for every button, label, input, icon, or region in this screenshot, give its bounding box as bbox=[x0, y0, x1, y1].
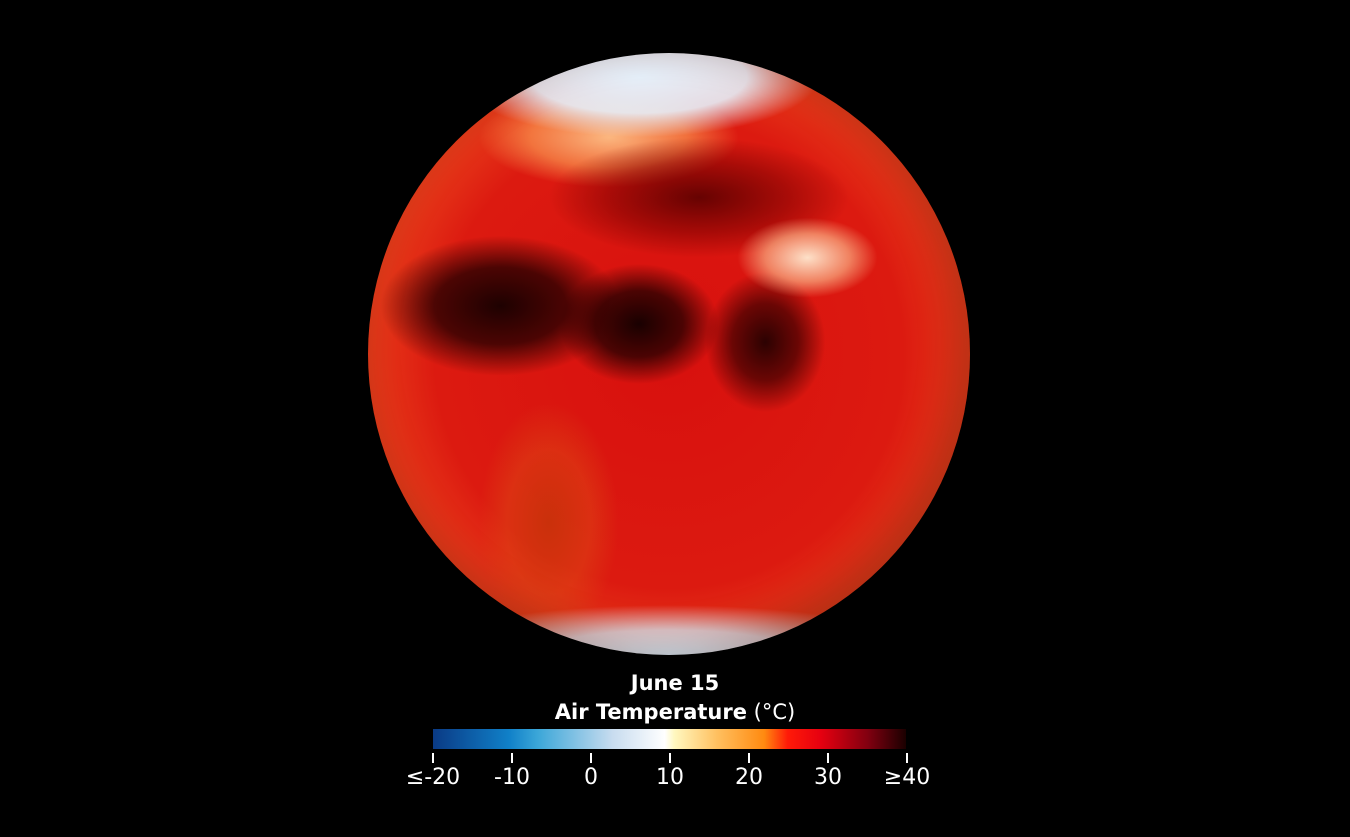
colorbar-tick-label: 20 bbox=[735, 765, 763, 790]
colorbar-tick bbox=[748, 753, 750, 763]
colorbar bbox=[433, 729, 906, 749]
globe-temperature-map bbox=[368, 53, 970, 655]
legend-date: June 15 bbox=[630, 671, 720, 695]
colorbar-tick bbox=[432, 753, 434, 763]
colorbar-tick-label: ≤-20 bbox=[405, 765, 461, 790]
colorbar-tick-label: -10 bbox=[494, 765, 530, 790]
legend-unit: (°C) bbox=[753, 700, 796, 724]
legend-title: Air Temperature (°C) bbox=[0, 700, 1350, 724]
colorbar-tick bbox=[827, 753, 829, 763]
colorbar-tick-label: 0 bbox=[584, 765, 598, 790]
colorbar-tick-label: ≥40 bbox=[883, 765, 931, 790]
colorbar-tick bbox=[669, 753, 671, 763]
colorbar-tick bbox=[511, 753, 513, 763]
colorbar-tick bbox=[590, 753, 592, 763]
legend-title-text: Air Temperature bbox=[554, 700, 747, 724]
colorbar-tick-label: 10 bbox=[656, 765, 684, 790]
colorbar-tick bbox=[906, 753, 908, 763]
colorbar-tick-label: 30 bbox=[814, 765, 842, 790]
